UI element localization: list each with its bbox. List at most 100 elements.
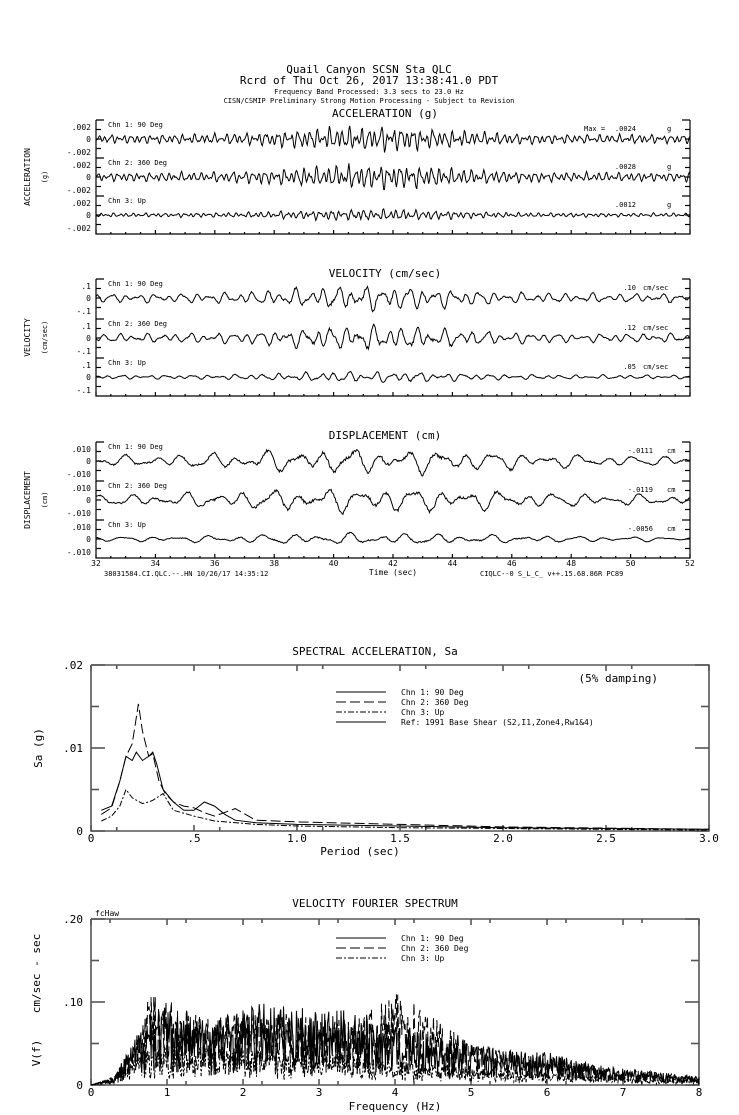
channel-label: Chn 2: 360 Deg	[108, 482, 167, 490]
x-tick-label: 1.5	[390, 832, 410, 845]
sa-curve-chn-2	[101, 703, 710, 830]
y-tick-label: 0	[86, 496, 91, 505]
footer-right: CIQLC--0 S_L_C_ v++.15.68.86R PC89	[480, 570, 623, 578]
y-tick-label: -.002	[67, 224, 91, 233]
vf-title: VELOCITY FOURIER SPECTRUM	[292, 897, 458, 910]
frequency-band: Frequency Band Processed: 3.3 secs to 23…	[274, 88, 464, 96]
channel-label: Chn 3: Up	[108, 359, 146, 367]
x-tick-label: 50	[626, 559, 636, 568]
peak-unit: cm	[667, 486, 675, 494]
header: Quail Canyon SCSN Sta QLC Rcrd of Thu Oc…	[224, 63, 515, 105]
y-tick-label: -.002	[67, 148, 91, 157]
y-tick-label: 0	[76, 1079, 83, 1092]
peak-unit: cm/sec	[643, 324, 668, 332]
peak-unit: cm/sec	[643, 284, 668, 292]
sa-y-label: Sa (g)	[32, 728, 45, 768]
panel-acceleration: ACCELERATION (g) ACCELERATION (g) .002 0 -.00…	[23, 107, 691, 235]
channel-label: Chn 1: 90 Deg	[108, 280, 163, 288]
panel-displacement: DISPLACEMENT (cm) DISPLACEMENT (cm) .010 0 -.…	[23, 429, 691, 559]
y-tick-label: -.1	[77, 347, 92, 356]
sa-curve-chn-1	[101, 751, 710, 830]
x-tick-label: 3	[316, 1086, 323, 1099]
vf-curve-chn-2	[90, 994, 700, 1086]
time-axis-label: Time (sec)	[369, 568, 417, 577]
y-tick-label: .10	[63, 996, 83, 1009]
channel-label: Chn 2: 360 Deg	[108, 320, 167, 328]
y-tick-label: 0	[86, 535, 91, 544]
x-tick-label: 38	[269, 559, 279, 568]
legend-label: Chn 1: 90 Deg	[401, 934, 464, 943]
record-time: Rcrd of Thu Oct 26, 2017 13:38:41.0 PDT	[240, 74, 499, 87]
x-tick-label: 46	[507, 559, 517, 568]
x-tick-label: 52	[685, 559, 695, 568]
peak-unit: cm	[667, 525, 675, 533]
y-tick-label: .010	[72, 445, 91, 454]
station-title: Quail Canyon SCSN Sta QLC	[286, 63, 452, 76]
waveform-chn-1	[95, 285, 691, 313]
panel-y-unit: (cm)	[41, 492, 49, 509]
peak-unit: g	[667, 163, 671, 171]
waveform-chn-3	[96, 531, 690, 545]
channel-label: Chn 3: Up	[108, 197, 146, 205]
footer-left: 38031584.CI.QLC.--.HN 10/26/17 14:35:12	[104, 570, 268, 578]
panel-velocity: VELOCITY (cm/sec)VELOCITY (cm/sec).10-.1C…	[23, 267, 691, 397]
legend-label: Chn 2: 360 Deg	[401, 944, 469, 953]
velocity-fourier-chart: VELOCITY FOURIER SPECTRUM fcHaw Frequenc…	[30, 897, 702, 1113]
panel-y-unit: (g)	[41, 171, 49, 184]
peak-value: .05	[623, 363, 636, 371]
time-history-panels: ACCELERATION (g) ACCELERATION (g) .002 0 -.00…	[23, 107, 695, 568]
panel-y-label: DISPLACEMENT	[23, 471, 32, 529]
peak-unit: cm	[667, 447, 675, 455]
y-tick-label: .010	[72, 523, 91, 532]
legend-label: Chn 2: 360 Deg	[401, 698, 469, 707]
vf-x-label: Frequency (Hz)	[349, 1100, 442, 1113]
sa-title: SPECTRAL ACCELERATION, Sa	[292, 645, 458, 658]
channel-label: Chn 2: 360 Deg	[108, 159, 167, 167]
peak-value: .0012	[615, 201, 636, 209]
waveform-chn-2	[95, 323, 691, 351]
x-tick-label: 42	[388, 559, 398, 568]
waveform-chn-1	[95, 448, 691, 477]
y-tick-label: 0	[86, 373, 91, 382]
vf-curve-chn-3	[90, 1043, 700, 1086]
y-tick-label: 0	[86, 457, 91, 466]
y-tick-label: .1	[81, 282, 91, 291]
y-tick-label: 0	[86, 294, 91, 303]
x-tick-label: 1.0	[287, 832, 307, 845]
y-tick-label: .1	[81, 361, 91, 370]
x-tick-label: 0	[88, 832, 95, 845]
vf-corner-label: fcHaw	[95, 909, 119, 918]
peak-unit: g	[667, 201, 671, 209]
y-tick-label: 0	[76, 825, 83, 838]
x-tick-label: 3.0	[699, 832, 719, 845]
x-tick-label: 40	[329, 559, 339, 568]
x-tick-label: 32	[91, 559, 101, 568]
x-tick-label: 0	[88, 1086, 95, 1099]
sa-curve-chn-3	[101, 788, 710, 831]
waveform-chn-3	[95, 208, 691, 222]
panel-title: ACCELERATION (g)	[332, 107, 438, 120]
x-tick-label: 1	[164, 1086, 171, 1099]
spectral-acceleration-chart: SPECTRAL ACCELERATION, Sa (5% damping) P…	[32, 645, 719, 858]
y-tick-label: 0	[86, 173, 91, 182]
x-tick-label: 6	[544, 1086, 551, 1099]
y-tick-label: -.010	[67, 509, 91, 518]
x-tick-label: 5	[468, 1086, 475, 1099]
x-tick-label: .5	[187, 832, 200, 845]
legend-label: Chn 1: 90 Deg	[401, 688, 464, 697]
y-tick-label: -.1	[77, 386, 92, 395]
x-tick-label: 2.5	[596, 832, 616, 845]
x-tick-label: 48	[566, 559, 576, 568]
y-tick-label: 0	[86, 211, 91, 220]
sa-x-label: Period (sec)	[320, 845, 399, 858]
peak-value: .10	[623, 284, 636, 292]
x-tick-label: 2	[240, 1086, 247, 1099]
x-tick-label: 8	[696, 1086, 703, 1099]
y-tick-label: .002	[72, 199, 91, 208]
waveform-chn-3	[95, 370, 691, 383]
y-tick-label: .20	[63, 913, 83, 926]
peak-unit: g	[667, 125, 671, 133]
y-tick-label: .01	[63, 742, 83, 755]
peak-value: .0028	[615, 163, 636, 171]
